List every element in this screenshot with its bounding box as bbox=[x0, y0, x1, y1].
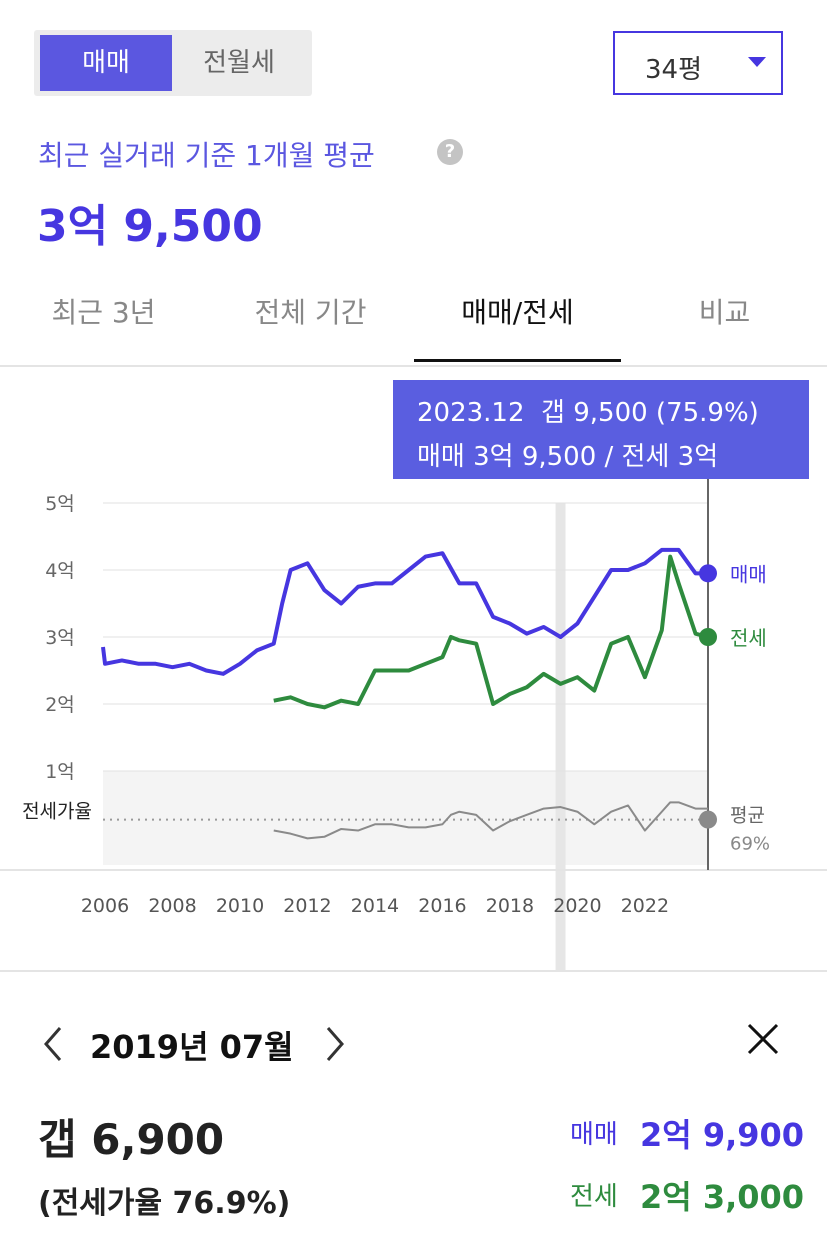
y-tick-label: 4억 bbox=[45, 560, 75, 582]
detail-ratio: (전세가율 76.9%) bbox=[38, 1186, 291, 1221]
tooltip: 2023.12 갭 9,500 (75.9%) 매매 3억 9,500 / 전세… bbox=[393, 380, 809, 479]
size-text: 34평 bbox=[645, 55, 703, 85]
tab[interactable]: 비교 bbox=[698, 296, 751, 329]
toggle-option[interactable]: 전월세 bbox=[203, 48, 275, 78]
tooltip-line: 매매 3억 9,500 / 전세 3억 bbox=[417, 442, 719, 472]
ratio-band bbox=[103, 771, 708, 865]
x-tick-label: 2018 bbox=[486, 895, 534, 917]
detail-value: 2억 3,000 bbox=[640, 1178, 805, 1216]
detail-label: 매매 bbox=[570, 1120, 618, 1150]
detail-date: 2019년 07월 bbox=[90, 1028, 294, 1066]
series-line bbox=[273, 801, 708, 840]
next-button[interactable] bbox=[324, 1024, 348, 1064]
x-tick-label: 2016 bbox=[418, 895, 466, 917]
divider bbox=[0, 970, 827, 972]
series-name: 매매 bbox=[730, 562, 767, 586]
x-tick-label: 2022 bbox=[621, 895, 669, 917]
prev-button[interactable] bbox=[40, 1024, 64, 1064]
chart: 1억 2억 3억 4억 5억 2006 2008 2010 2012 2014 2016 2018 20… bbox=[0, 479, 827, 972]
x-tick-label: 2008 bbox=[148, 895, 196, 917]
summary-price: 3억 9,500 bbox=[37, 201, 263, 252]
dropdown-arrow bbox=[748, 57, 766, 67]
detail-label: 전세 bbox=[570, 1182, 618, 1212]
tab[interactable]: 매매/전세 bbox=[414, 290, 621, 362]
average-name: 평균 bbox=[730, 805, 765, 827]
x-tick-label: 2014 bbox=[351, 895, 399, 917]
detail-value: 2억 9,900 bbox=[640, 1116, 805, 1154]
help-icon[interactable]: ? bbox=[437, 139, 463, 165]
x-tick-label: 2012 bbox=[283, 895, 331, 917]
x-tick-label: 2010 bbox=[216, 895, 264, 917]
average-label: 69% bbox=[730, 834, 770, 855]
toggle-option[interactable]: 매매 bbox=[40, 35, 172, 91]
series-name: 전세 bbox=[730, 626, 767, 650]
size-select[interactable]: 34평 bbox=[613, 31, 783, 95]
end-marker bbox=[699, 810, 717, 829]
y-tick-label: 3억 bbox=[45, 627, 75, 649]
y-tick-label: 1억 bbox=[45, 761, 75, 783]
end-marker bbox=[699, 628, 717, 646]
detail-gap: 갭 6,900 bbox=[38, 1115, 225, 1164]
y-tick-label: 2억 bbox=[45, 694, 75, 716]
tab[interactable]: 최근 3년 bbox=[51, 296, 156, 329]
tab[interactable]: 전체 기간 bbox=[254, 296, 367, 329]
close-button[interactable] bbox=[746, 1022, 780, 1056]
series-name: 전세가율 bbox=[22, 801, 92, 823]
divider bbox=[0, 365, 827, 367]
highlight bbox=[555, 503, 566, 972]
series-line bbox=[101, 547, 708, 676]
end-marker bbox=[699, 564, 717, 583]
summary-label: 최근 실거래 기준 1개월 평균 bbox=[38, 139, 375, 172]
x-tick-label: 2020 bbox=[553, 895, 601, 917]
tooltip-line: 2023.12 갭 9,500 (75.9%) bbox=[417, 398, 759, 428]
y-tick-label: 5억 bbox=[45, 493, 75, 515]
x-tick-label: 2006 bbox=[81, 895, 129, 917]
series-line bbox=[273, 554, 709, 710]
